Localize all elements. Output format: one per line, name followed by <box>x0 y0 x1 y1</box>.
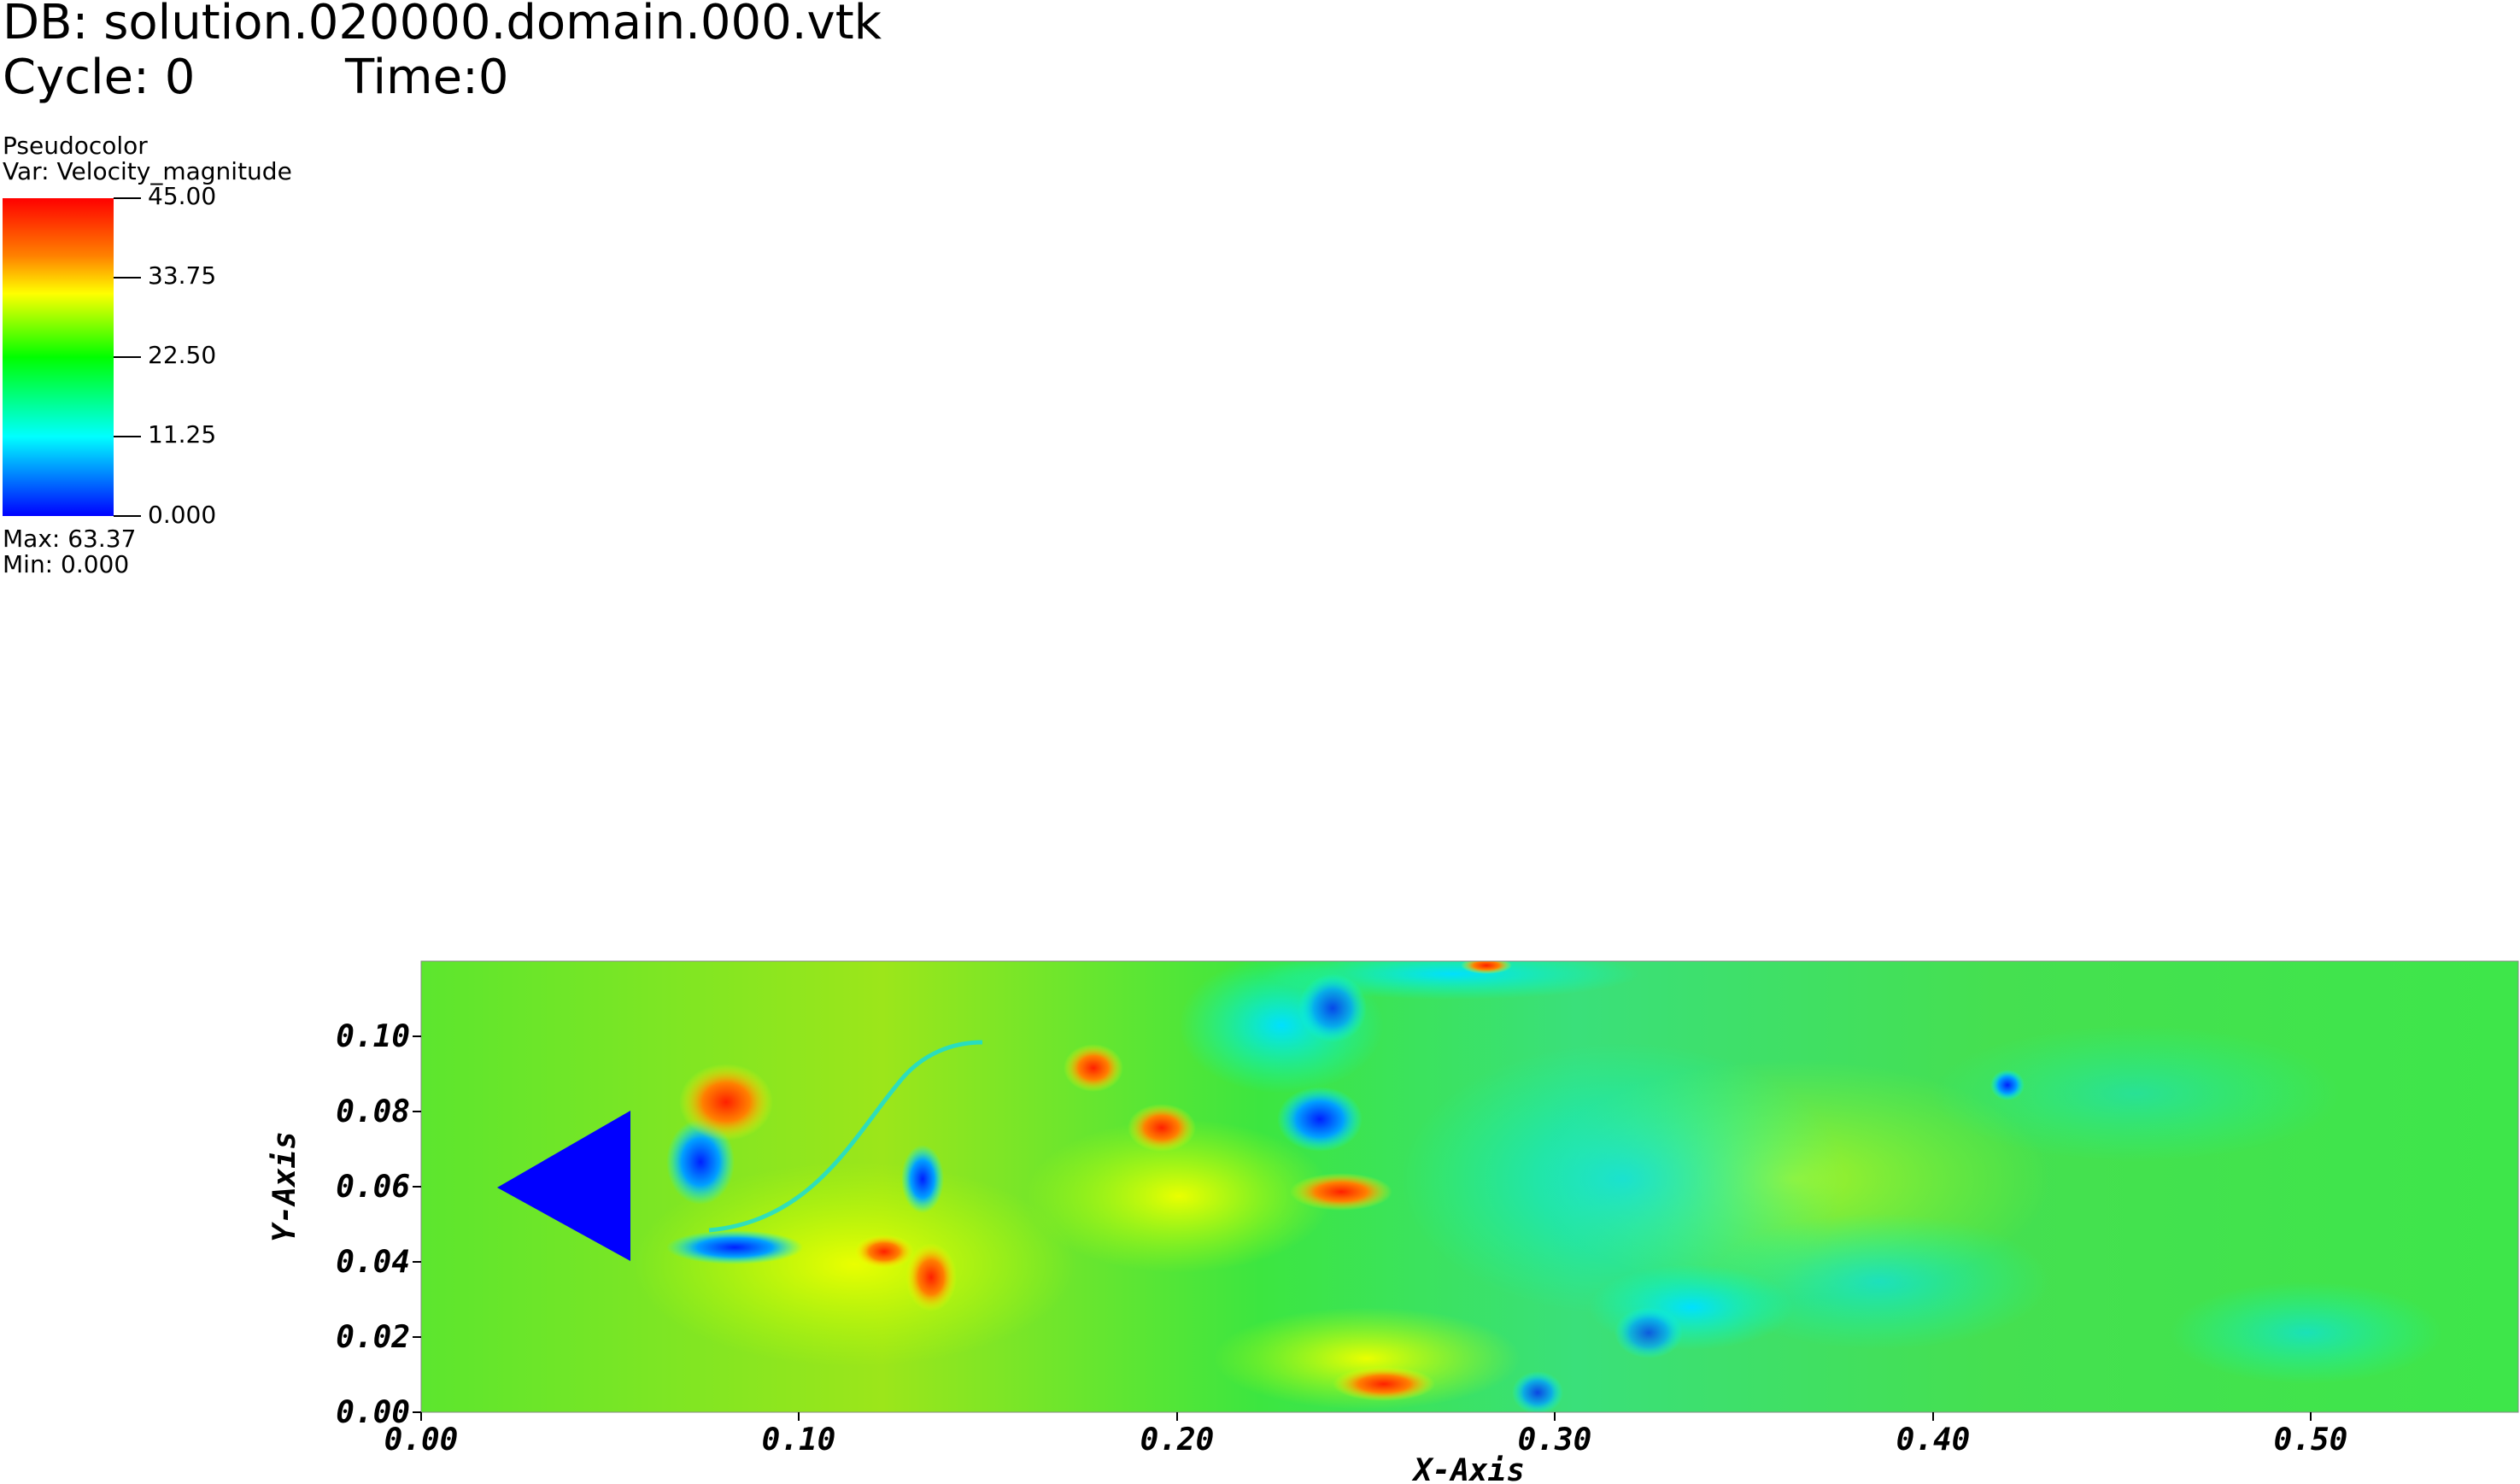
legend-variable: Var: Velocity_magnitude <box>3 157 292 185</box>
y-tick-label: 0.06 <box>336 1170 410 1205</box>
y-tick-label: 0.10 <box>336 1019 410 1054</box>
colorbar-tick-label: 45.00 <box>148 182 217 210</box>
legend-plot-type: Pseudocolor <box>3 132 148 160</box>
y-tick-label: 0.02 <box>336 1320 410 1355</box>
x-tick-label: 0.30 <box>1518 1422 1592 1458</box>
cycle-label: Cycle: 0 <box>3 50 196 105</box>
y-tick-labels: 0.00 0.02 0.04 0.06 0.08 0.10 <box>336 1019 410 1430</box>
x-tick-label: 0.40 <box>1896 1422 1971 1458</box>
colorbar-tick-label: 0.000 <box>148 501 217 529</box>
database-title: DB: solution.020000.domain.000.vtk <box>3 0 882 50</box>
y-tick-label: 0.04 <box>336 1245 410 1280</box>
x-tick-labels: 0.00 0.10 0.20 0.30 0.40 0.50 <box>384 1422 2348 1458</box>
flow-field <box>421 961 2518 1412</box>
x-axis-ticks <box>420 1412 2312 1421</box>
x-axis-title: X-Axis <box>1411 1453 1525 1484</box>
legend-min-label: Min: 0.000 <box>3 550 130 578</box>
colorbar-tick-label: 33.75 <box>148 261 217 290</box>
x-tick-label: 0.50 <box>2274 1422 2348 1458</box>
legend-max-label: Max: 63.37 <box>3 525 137 553</box>
colorbar-tick-label: 22.50 <box>148 341 217 369</box>
y-tick-label: 0.08 <box>336 1094 410 1129</box>
y-tick-label: 0.00 <box>336 1395 410 1430</box>
x-tick-label: 0.00 <box>384 1422 459 1458</box>
x-tick-label: 0.20 <box>1140 1422 1215 1458</box>
time-label: Time:0 <box>345 50 509 105</box>
colorbar-tick-label: 11.25 <box>148 420 217 449</box>
y-axis-title: Y-Axis <box>267 1131 302 1242</box>
colorbar-gradient <box>3 198 114 516</box>
y-axis-ticks <box>413 1035 421 1413</box>
triangle-obstacle <box>497 1111 630 1261</box>
colorbar-ticks <box>114 197 141 517</box>
x-tick-label: 0.10 <box>762 1422 836 1458</box>
